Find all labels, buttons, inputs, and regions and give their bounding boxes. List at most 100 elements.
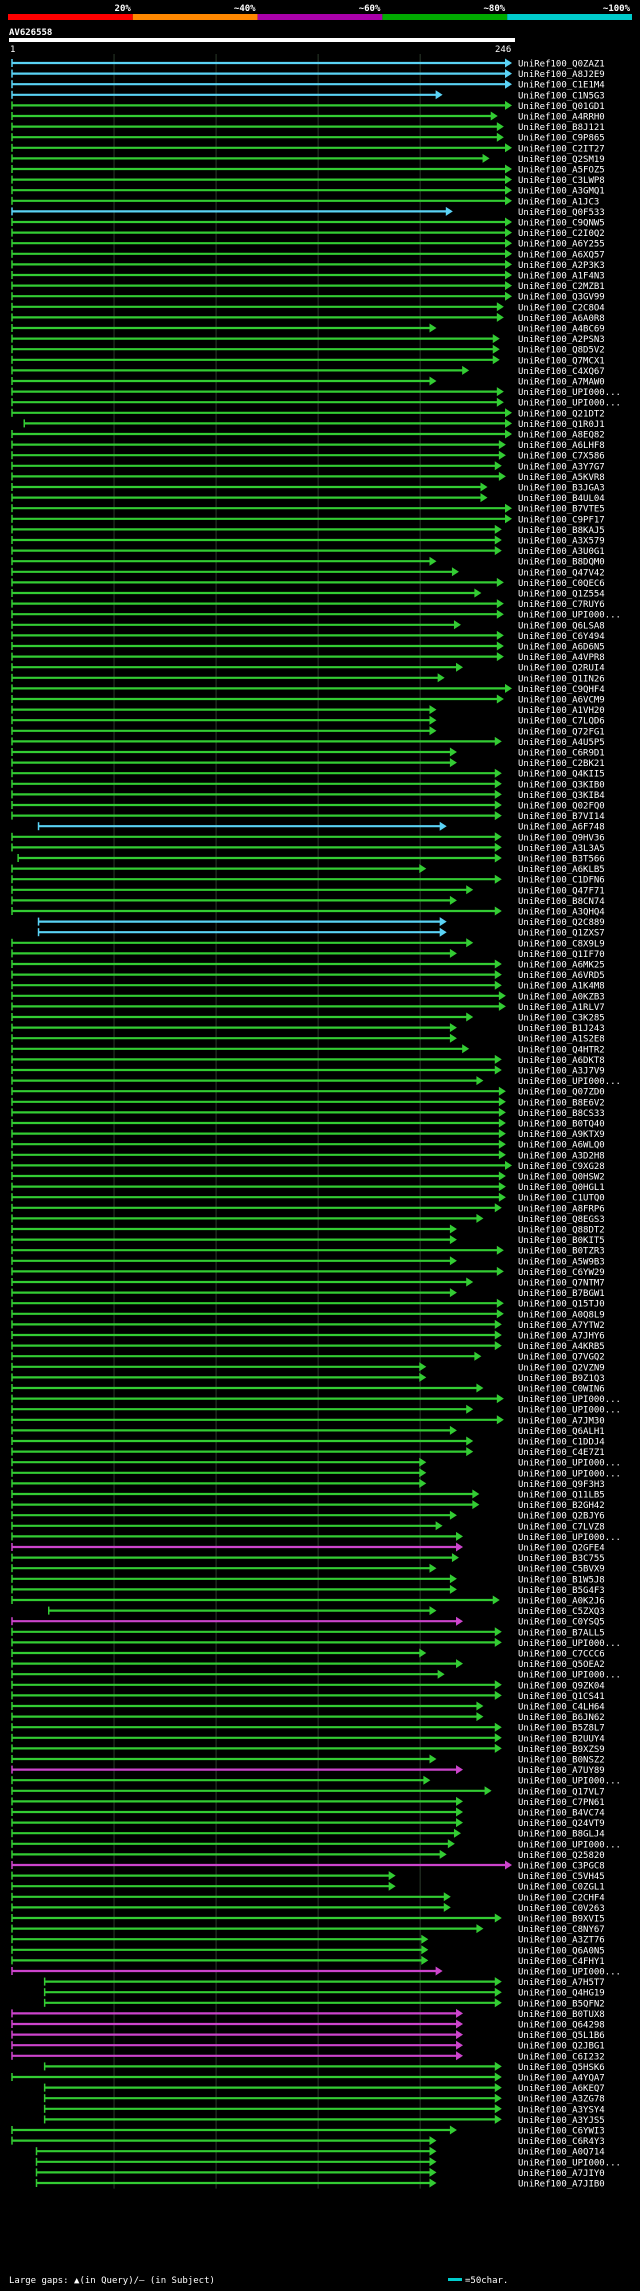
hit-label[interactable]: UniRef100_UPI000...: [518, 1395, 621, 1405]
hit-label[interactable]: UniRef100_Q4HG19: [518, 1989, 605, 1999]
hit-row[interactable]: UniRef100_C0WIN6: [11, 1383, 605, 1395]
hit-label[interactable]: UniRef100_UPI000...: [518, 1077, 621, 1087]
hit-label[interactable]: UniRef100_Q8EGS3: [518, 1215, 605, 1225]
hit-label[interactable]: UniRef100_A6KEQ7: [518, 2084, 605, 2094]
hit-row[interactable]: UniRef100_A3J7V9: [11, 1065, 605, 1077]
hit-row[interactable]: UniRef100_C5ZXQ3: [47, 1606, 605, 1617]
hit-label[interactable]: UniRef100_B8DQM0: [518, 558, 605, 568]
hit-row[interactable]: UniRef100_A7JIB0: [35, 2178, 605, 2190]
hit-row[interactable]: UniRef100_C4LH64: [11, 1701, 605, 1713]
hit-row[interactable]: UniRef100_C8X9L9: [11, 938, 605, 949]
hit-label[interactable]: UniRef100_A3U0G1: [518, 547, 605, 557]
hit-row[interactable]: UniRef100_B9XVI5: [11, 1913, 605, 1925]
hit-label[interactable]: UniRef100_UPI000...: [518, 2158, 621, 2168]
hit-row[interactable]: UniRef100_A4KRB5: [11, 1341, 605, 1352]
hit-label[interactable]: UniRef100_Q2C889: [518, 918, 605, 928]
hit-label[interactable]: UniRef100_Q4HTR2: [518, 1045, 605, 1055]
hit-label[interactable]: UniRef100_B4UL04: [518, 494, 605, 504]
hit-row[interactable]: UniRef100_UPI000...: [11, 1404, 621, 1416]
hit-row[interactable]: UniRef100_A7YTW2: [11, 1319, 605, 1331]
hit-row[interactable]: UniRef100_A6D6N5: [11, 641, 605, 653]
hit-row[interactable]: UniRef100_A3ZG78: [43, 2093, 605, 2105]
hit-row[interactable]: UniRef100_A6VRD5: [11, 970, 605, 981]
hit-row[interactable]: UniRef100_Q1ZXS7: [37, 927, 605, 939]
hit-row[interactable]: UniRef100_A0KZB3: [11, 991, 605, 1002]
hit-row[interactable]: UniRef100_A5KVR8: [11, 471, 605, 483]
hit-row[interactable]: UniRef100_Q0ZAZ1: [11, 58, 605, 70]
hit-label[interactable]: UniRef100_Q47V42: [518, 568, 605, 578]
hit-row[interactable]: UniRef100_Q3KIB4: [11, 789, 605, 801]
hit-row[interactable]: UniRef100_C2BK21: [11, 758, 605, 769]
hit-label[interactable]: UniRef100_C2C8O4: [518, 303, 605, 313]
hit-label[interactable]: UniRef100_UPI000...: [518, 399, 621, 409]
hit-label[interactable]: UniRef100_Q9ZK04: [518, 1681, 605, 1691]
hit-label[interactable]: UniRef100_B2UUY4: [518, 1734, 605, 1744]
hit-label[interactable]: UniRef100_Q2GFE4: [518, 1544, 605, 1554]
hit-label[interactable]: UniRef100_UPI000...: [518, 1671, 621, 1681]
hit-label[interactable]: UniRef100_B4VC74: [518, 1809, 605, 1819]
hit-label[interactable]: UniRef100_A6DKT8: [518, 1056, 605, 1066]
hit-label[interactable]: UniRef100_UPI000...: [518, 1840, 621, 1850]
hit-label[interactable]: UniRef100_C3K285: [518, 1014, 605, 1024]
hit-row[interactable]: UniRef100_B0NSZ2: [11, 1754, 605, 1766]
hit-row[interactable]: UniRef100_C7LVZ8: [11, 1521, 605, 1532]
hit-label[interactable]: UniRef100_A1VH20: [518, 706, 605, 716]
hit-row[interactable]: UniRef100_B4UL04: [11, 493, 605, 504]
hit-row[interactable]: UniRef100_A5FOZ5: [11, 164, 605, 176]
hit-row[interactable]: UniRef100_A3X579: [11, 535, 605, 547]
hit-row[interactable]: UniRef100_UPI000...: [11, 1076, 621, 1087]
hit-row[interactable]: UniRef100_UPI000...: [11, 1457, 621, 1469]
hit-row[interactable]: UniRef100_UPI000...: [11, 1966, 621, 1978]
hit-label[interactable]: UniRef100_A0Q714: [518, 2148, 605, 2158]
hit-label[interactable]: UniRef100_C5BVX9: [518, 1565, 605, 1575]
hit-row[interactable]: UniRef100_A7H5T7: [43, 1977, 605, 1988]
hit-row[interactable]: UniRef100_C2MZB1: [11, 281, 605, 292]
hit-row[interactable]: UniRef100_Q1IF70: [11, 948, 605, 960]
hit-row[interactable]: UniRef100_Q4HTR2: [11, 1044, 605, 1055]
hit-label[interactable]: UniRef100_Q0HGL1: [518, 1183, 605, 1193]
hit-label[interactable]: UniRef100_A4RRH0: [518, 113, 605, 123]
hit-label[interactable]: UniRef100_C9PF17: [518, 515, 605, 525]
hit-row[interactable]: UniRef100_A0K2J6: [11, 1595, 605, 1607]
hit-label[interactable]: UniRef100_C1UTQ0: [518, 1194, 605, 1204]
hit-row[interactable]: UniRef100_A4VPR8: [11, 652, 605, 663]
hit-row[interactable]: UniRef100_A8EQ82: [11, 429, 605, 441]
hit-label[interactable]: UniRef100_A4VPR8: [518, 653, 605, 663]
hit-row[interactable]: UniRef100_C1DFN6: [11, 874, 605, 886]
hit-label[interactable]: UniRef100_B8GLJ4: [518, 1830, 605, 1840]
hit-row[interactable]: UniRef100_B3C755: [11, 1553, 605, 1564]
hit-label[interactable]: UniRef100_C7LQD6: [518, 717, 605, 727]
hit-row[interactable]: UniRef100_B3T566: [17, 853, 605, 865]
hit-row[interactable]: UniRef100_C6Y494: [11, 630, 605, 642]
hit-label[interactable]: UniRef100_Q1IN26: [518, 674, 605, 684]
hit-label[interactable]: UniRef100_B1W5J8: [518, 1575, 605, 1585]
hit-row[interactable]: UniRef100_Q11LB5: [11, 1489, 605, 1501]
hit-row[interactable]: UniRef100_A1VH20: [11, 705, 605, 716]
hit-label[interactable]: UniRef100_C6R4Y3: [518, 2137, 605, 2147]
hit-label[interactable]: UniRef100_A7JHY6: [518, 1332, 605, 1342]
hit-label[interactable]: UniRef100_A1F4N3: [518, 272, 605, 282]
hit-label[interactable]: UniRef100_A6KLB5: [518, 865, 605, 875]
hit-row[interactable]: UniRef100_Q01GD1: [11, 100, 605, 112]
hit-label[interactable]: UniRef100_Q07ZD0: [518, 1088, 605, 1098]
hit-label[interactable]: UniRef100_B6JN62: [518, 1713, 605, 1723]
hit-row[interactable]: UniRef100_Q4HG19: [43, 1987, 605, 1999]
hit-row[interactable]: UniRef100_A3QHQ4: [11, 906, 605, 918]
hit-row[interactable]: UniRef100_Q1Z554: [11, 588, 605, 600]
hit-label[interactable]: UniRef100_Q15TJ0: [518, 1300, 605, 1310]
hit-label[interactable]: UniRef100_Q3KIB4: [518, 791, 605, 801]
hit-row[interactable]: UniRef100_C9QNW5: [11, 217, 605, 229]
hit-row[interactable]: UniRef100_Q8D5V2: [11, 344, 605, 356]
hit-row[interactable]: UniRef100_B6JN62: [11, 1712, 605, 1723]
hit-label[interactable]: UniRef100_B7VI14: [518, 812, 605, 822]
hit-row[interactable]: UniRef100_Q2SM19: [11, 153, 605, 165]
hit-label[interactable]: UniRef100_Q1Z554: [518, 590, 605, 600]
hit-row[interactable]: UniRef100_A6XQ57: [11, 249, 605, 260]
hit-label[interactable]: UniRef100_Q5L1B6: [518, 2031, 605, 2041]
hit-row[interactable]: UniRef100_UPI000...: [11, 1637, 621, 1649]
hit-label[interactable]: UniRef100_B0TUX8: [518, 2010, 605, 2020]
hit-row[interactable]: UniRef100_A4U5P5: [11, 736, 605, 748]
hit-row[interactable]: UniRef100_C5BVX9: [11, 1563, 605, 1575]
hit-row[interactable]: UniRef100_Q64298: [11, 2019, 605, 2031]
hit-label[interactable]: UniRef100_C7LVZ8: [518, 1522, 605, 1532]
